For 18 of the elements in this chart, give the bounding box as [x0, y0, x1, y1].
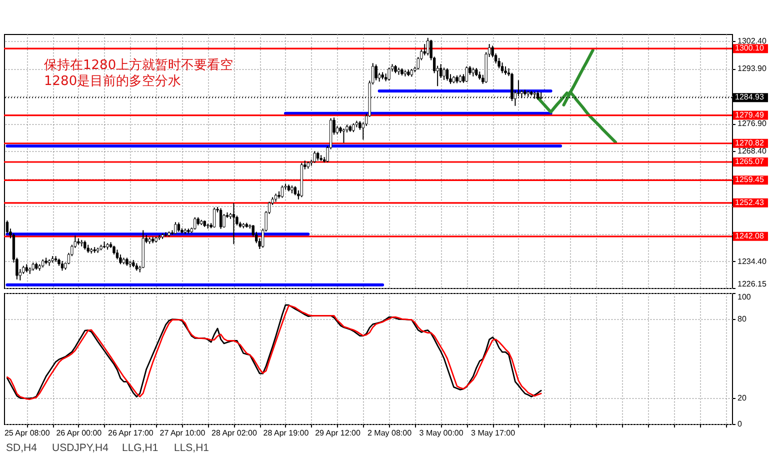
- y-tick-label: 0: [738, 420, 742, 428]
- x-tick-label: 28 Apr 02:00: [212, 428, 258, 438]
- x-tick-label: 3 May 17:00: [471, 428, 516, 438]
- text: SD,H4: [6, 442, 38, 454]
- y-tick-label: 100: [738, 292, 752, 302]
- x-tick-label: 26 Apr 00:00: [56, 428, 102, 438]
- text: USDJPY,H4: [52, 442, 109, 454]
- x-tick-label: 28 Apr 19:00: [263, 428, 310, 438]
- x-tick-label: 26 Apr 17:00: [108, 428, 154, 438]
- x-tick-label: 3 May 00:00: [419, 428, 464, 438]
- x-tick-label: 29 Apr 12:00: [315, 428, 361, 438]
- text: LLG,H1: [122, 442, 158, 454]
- y-tick-label: 80: [738, 314, 747, 324]
- text: LLS,H1: [174, 442, 210, 454]
- x-tick-label: 27 Apr 10:00: [160, 428, 206, 438]
- x-tick-label: 2 May 08:00: [368, 428, 412, 438]
- y-tick-label: 20: [738, 393, 747, 402]
- x-tick-label: 25 Apr 08:00: [4, 428, 50, 438]
